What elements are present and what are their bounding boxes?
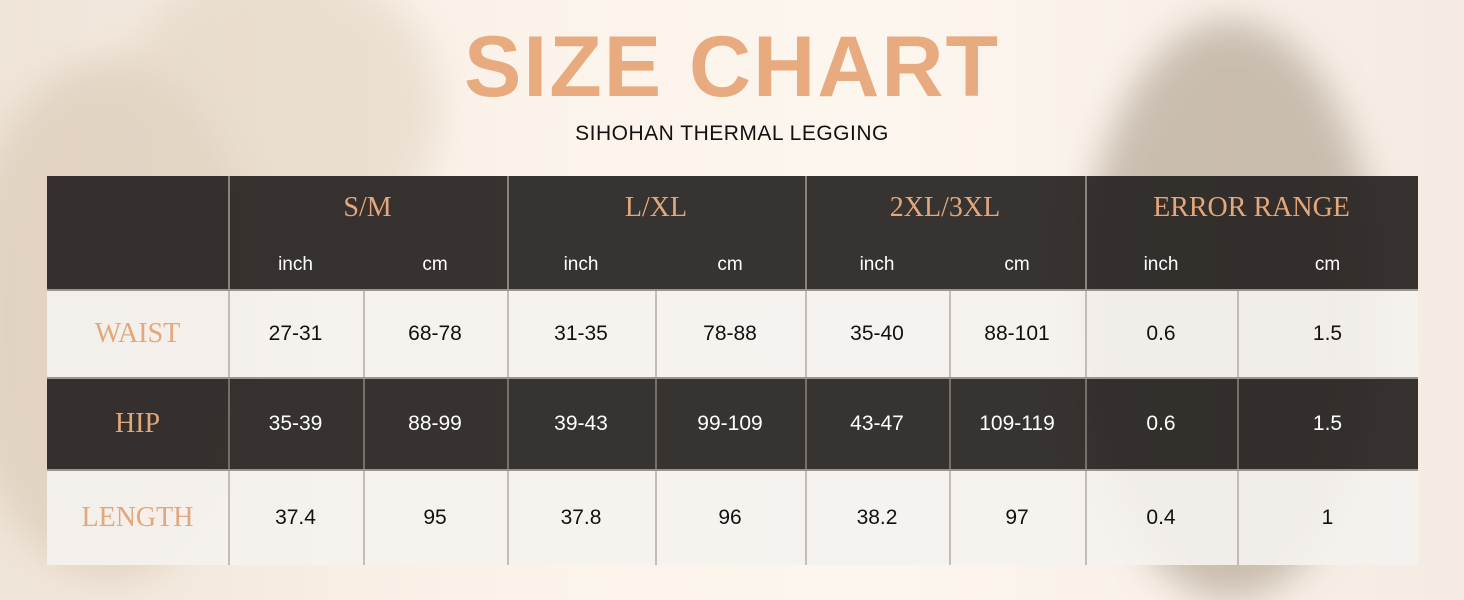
- unit-header: inch: [1143, 254, 1179, 275]
- table-cell: 88-99: [408, 412, 462, 435]
- column-divider: [1085, 290, 1087, 565]
- table-cell: 31-35: [554, 322, 608, 345]
- table-cell: 1.5: [1312, 412, 1343, 435]
- column-divider: [949, 290, 951, 565]
- group-header: L/XL: [624, 192, 688, 223]
- table-cell: 39-43: [554, 412, 608, 435]
- table-cell: 43-47: [850, 412, 904, 435]
- unit-header: cm: [1004, 254, 1030, 275]
- table-cell: 96: [718, 505, 742, 529]
- table-cell: 95: [423, 505, 447, 529]
- header-band: [47, 176, 1418, 290]
- unit-header: cm: [422, 254, 448, 275]
- table-cell: 37.8: [560, 505, 602, 529]
- table-cell: 1.5: [1312, 322, 1343, 345]
- table-cell: 97: [1005, 505, 1029, 529]
- column-divider: [507, 176, 509, 290]
- table-cell: 78-88: [703, 322, 757, 345]
- group-header: ERROR RANGE: [1153, 192, 1350, 223]
- table-cell: 27-31: [268, 322, 323, 345]
- row-band: [47, 378, 1418, 470]
- column-divider: [507, 290, 509, 565]
- group-header: S/M: [343, 192, 392, 223]
- table-cell: 37.4: [275, 505, 316, 529]
- column-divider: [1237, 290, 1239, 565]
- row-label: LENGTH: [81, 501, 194, 533]
- column-divider: [228, 176, 230, 290]
- row-divider: [47, 377, 1418, 379]
- column-divider: [805, 290, 807, 565]
- table-cell: 0.4: [1146, 505, 1176, 529]
- size-table: S/M L/XL 2XL/3XL ERROR RANGE inch cm inch cm inc…: [47, 176, 1418, 565]
- table-cell: 1: [1321, 505, 1334, 529]
- unit-header: inch: [563, 254, 599, 275]
- unit-header: inch: [859, 254, 895, 275]
- unit-header: inch: [278, 254, 313, 275]
- title: SIZE CHART: [464, 19, 1000, 115]
- unit-header: cm: [717, 254, 743, 275]
- row-divider: [47, 469, 1418, 471]
- table-cell: 38.2: [856, 505, 898, 529]
- row-label: HIP: [114, 408, 161, 439]
- column-divider: [805, 176, 807, 290]
- table-cell: 99-109: [697, 412, 763, 435]
- unit-header: cm: [1314, 254, 1341, 275]
- table-cell: 68-78: [408, 322, 462, 345]
- column-divider: [228, 290, 230, 565]
- table-cell: 0.6: [1146, 412, 1176, 435]
- table-cell: 0.6: [1146, 322, 1176, 345]
- table-cell: 35-40: [850, 322, 904, 345]
- table-cell: 88-101: [984, 322, 1050, 345]
- column-divider: [363, 290, 365, 565]
- row-label: WAIST: [94, 318, 181, 349]
- row-divider: [47, 289, 1418, 291]
- column-divider: [1085, 176, 1087, 290]
- row-band: [47, 290, 1418, 378]
- table-cell: 109-119: [979, 412, 1055, 435]
- subtitle: SIHOHAN THERMAL LEGGING: [575, 122, 889, 145]
- row-band: [47, 470, 1418, 565]
- column-divider: [655, 290, 657, 565]
- group-header: 2XL/3XL: [889, 192, 1001, 223]
- table-cell: 35-39: [268, 412, 323, 435]
